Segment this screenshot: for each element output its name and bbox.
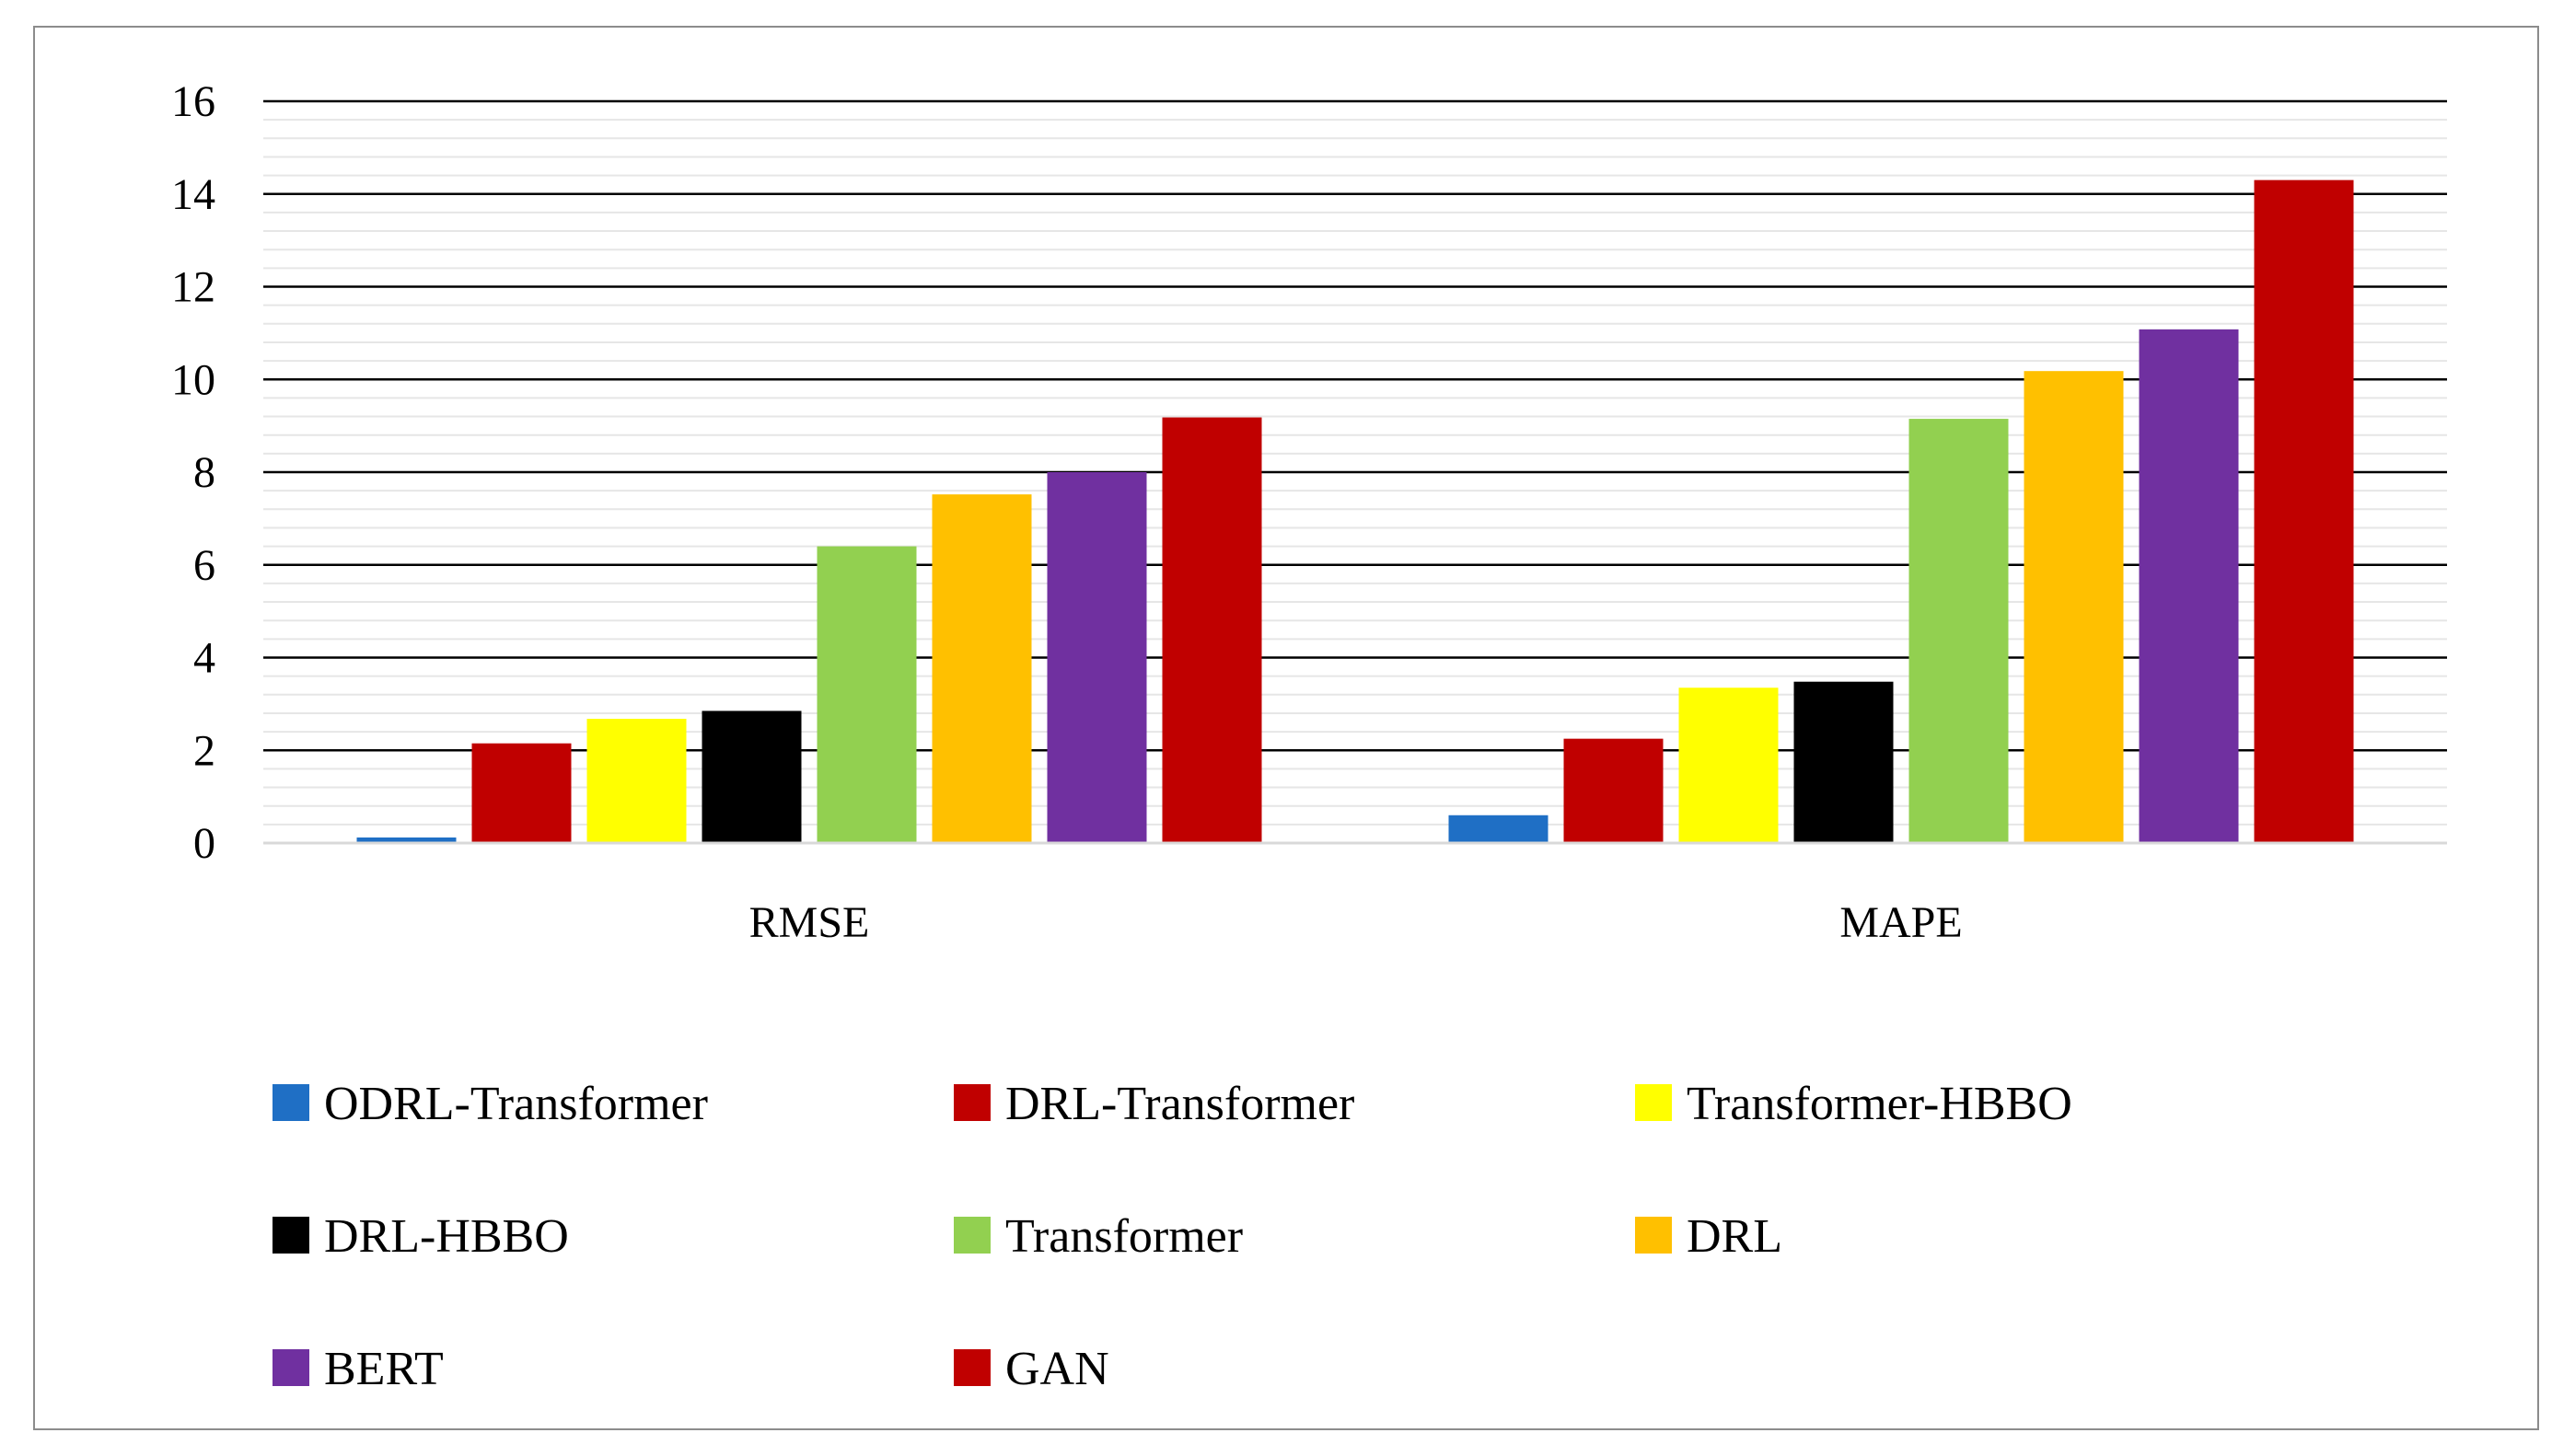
legend-label: GAN — [1005, 1343, 1109, 1395]
legend-swatch — [273, 1217, 309, 1254]
y-tick-label: 16 — [171, 77, 215, 126]
legend-label: DRL-HBBO — [324, 1210, 569, 1263]
y-tick-label: 2 — [193, 726, 215, 775]
bar-drl-transformer-mape — [1563, 738, 1664, 843]
legend-swatch — [1635, 1217, 1672, 1254]
bar-transformer-mape — [1908, 419, 2009, 843]
legend-item-drl-hbbo: DRL-HBBO — [273, 1210, 569, 1263]
legend-label: DRL — [1687, 1210, 1782, 1263]
y-tick-label: 14 — [171, 170, 215, 219]
bar-odrl-transformer-mape — [1448, 815, 1548, 843]
legend-swatch — [954, 1349, 991, 1386]
bar-gan-mape — [2254, 179, 2354, 843]
y-tick-label: 0 — [193, 819, 215, 868]
legend-item-bert: BERT — [273, 1343, 444, 1395]
legend-item-transformer-hbbo: Transformer-HBBO — [1635, 1078, 2072, 1130]
bar-drl-hbbo-mape — [1793, 681, 1894, 843]
legend-label: DRL-Transformer — [1005, 1078, 1354, 1130]
legend-swatch — [954, 1084, 991, 1121]
legend-item-odrl-transformer: ODRL-Transformer — [273, 1078, 708, 1130]
y-tick-label: 4 — [193, 634, 215, 683]
bar-drl-transformer-rmse — [471, 743, 572, 843]
legend-item-drl: DRL — [1635, 1210, 1782, 1263]
legend-item-drl-transformer: DRL-Transformer — [954, 1078, 1354, 1130]
y-tick-label: 10 — [171, 355, 215, 404]
x-tick-label-mape: MAPE — [1839, 898, 1962, 947]
legend-label: ODRL-Transformer — [324, 1078, 708, 1130]
legend-swatch — [1635, 1084, 1672, 1121]
bar-drl-rmse — [932, 494, 1032, 843]
x-tick-label-rmse: RMSE — [749, 898, 870, 947]
legend-swatch — [954, 1217, 991, 1254]
y-tick-label: 6 — [193, 541, 215, 590]
legend: ODRL-Transformer DRL-Transformer Transform… — [273, 1078, 2072, 1395]
bar-chart: 0 2 4 6 8 10 12 14 16 RMSE MAPE ODRL-Transformer DRL… — [171, 77, 2447, 1395]
bar-drl-mape — [2024, 371, 2124, 843]
y-tick-label: 8 — [193, 448, 215, 497]
legend-label: Transformer-HBBO — [1687, 1078, 2072, 1130]
legend-swatch — [273, 1084, 309, 1121]
legend-swatch — [273, 1349, 309, 1386]
bar-transformer-hbbo-mape — [1678, 688, 1779, 843]
bar-bert-mape — [2139, 329, 2239, 844]
bar-transformer-rmse — [817, 546, 917, 843]
legend-label: BERT — [324, 1343, 444, 1395]
y-axis: 0 2 4 6 8 10 12 14 16 — [171, 77, 215, 868]
bar-transformer-hbbo-rmse — [586, 718, 687, 843]
legend-item-transformer: Transformer — [954, 1210, 1243, 1263]
bar-odrl-transformer-rmse — [356, 837, 457, 843]
bar-bert-rmse — [1047, 472, 1147, 843]
chart-frame: 0 2 4 6 8 10 12 14 16 RMSE MAPE ODRL-Transformer DRL… — [33, 26, 2539, 1430]
y-tick-label: 12 — [171, 263, 215, 312]
bars — [356, 179, 2354, 844]
bar-drl-hbbo-rmse — [702, 711, 802, 843]
legend-item-gan: GAN — [954, 1343, 1109, 1395]
legend-label: Transformer — [1005, 1210, 1243, 1263]
bar-gan-rmse — [1162, 417, 1262, 843]
